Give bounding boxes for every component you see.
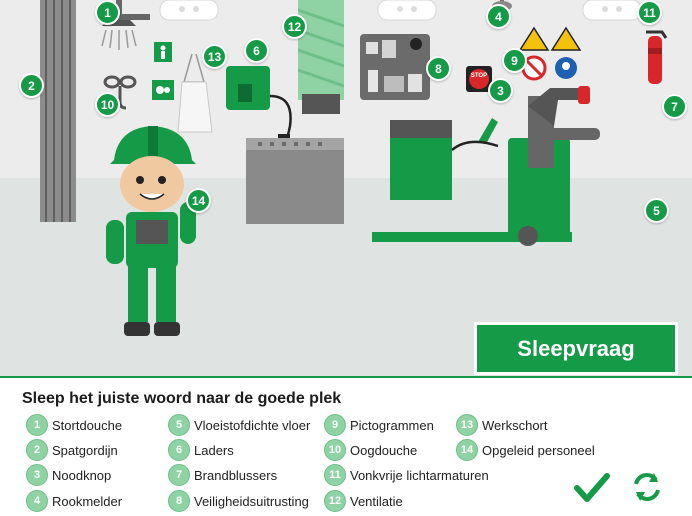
safety-equipment-board-icon [360,34,430,100]
marker-7[interactable]: 7 [662,94,687,119]
draggable-word[interactable]: 8 Veiligheidsuitrusting [168,489,309,513]
marker-5[interactable]: 5 [644,198,669,223]
marker-12[interactable]: 12 [282,14,307,39]
stop-button-icon [466,66,492,92]
marker-3[interactable]: 3 [488,78,513,103]
draggable-word[interactable]: 2 Spatgordijn [26,438,118,462]
draggable-word[interactable]: 13 Werkschort [456,413,548,437]
draggable-word[interactable]: 5 Vloeistofdichte vloer [168,413,310,437]
draggable-word[interactable]: 1 Stortdouche [26,413,122,437]
splash-curtain-icon [40,0,76,222]
marker-13[interactable]: 13 [202,44,227,69]
safety-sign-icon [154,42,172,62]
ventilation-duct-icon [298,0,344,114]
question-type-banner: Sleepvraag [474,322,678,375]
draggable-word[interactable]: 14 Opgeleid personeel [456,438,595,462]
pallet-truck-icon [372,86,600,246]
marker-8[interactable]: 8 [426,56,451,81]
word-bank-panel [0,378,692,516]
charging-station-icon [246,138,344,224]
draggable-word[interactable]: 11 Vonkvrije lichtarmaturen [324,463,489,487]
stop-label: STOP [470,73,488,79]
refresh-icon[interactable] [630,470,664,504]
fire-extinguisher-icon [646,30,668,84]
marker-2[interactable]: 2 [19,73,44,98]
marker-9[interactable]: 9 [502,48,527,73]
checkmark-icon[interactable] [574,472,610,504]
instruction-text: Sleep het juiste woord naar de goede ple… [22,390,342,407]
eye-wash-icon [103,75,137,110]
draggable-word[interactable]: 9 Pictogrammen [324,413,434,437]
apron-icon [177,53,213,133]
draggable-word[interactable]: 10 Oogdouche [324,438,417,462]
divider [0,376,692,378]
marker-11[interactable]: 11 [637,0,662,25]
draggable-word[interactable]: 4 Rookmelder [26,489,122,513]
hazard-pictograms-icon [520,26,582,81]
marker-10[interactable]: 10 [95,92,120,117]
draggable-word[interactable]: 3 Noodknop [26,463,111,487]
marker-14[interactable]: 14 [186,188,211,213]
worker-character-icon [106,126,204,336]
marker-1[interactable]: 1 [95,0,120,25]
draggable-word[interactable]: 6 Laders [168,438,234,462]
draggable-word[interactable]: 12 Ventilatie [324,489,403,513]
marker-4[interactable]: 4 [486,4,511,29]
draggable-word[interactable]: 7 Brandblussers [168,463,277,487]
eye-shower-sign-icon [152,80,174,100]
marker-6[interactable]: 6 [244,38,269,63]
